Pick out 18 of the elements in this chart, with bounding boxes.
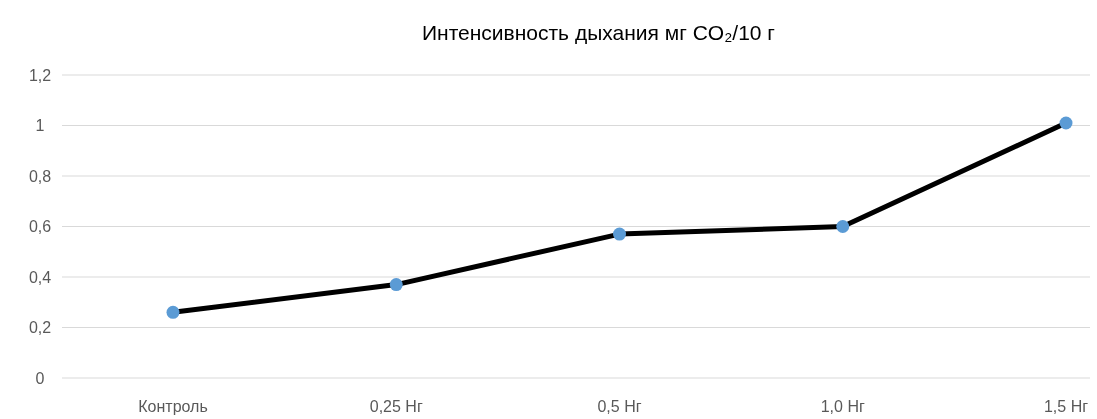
y-tick-label: 0,8: [28, 167, 52, 185]
point: [613, 227, 626, 241]
x-tick-label: 0,5 Нг: [597, 398, 642, 415]
x-tick-label: 1,5 Нг: [1043, 398, 1089, 415]
x-tick-label: 1,0 Нг: [820, 398, 865, 415]
point: [1059, 116, 1073, 130]
x-tick-label: Контроль: [138, 398, 208, 415]
y-tick-label: 0,2: [28, 319, 52, 337]
chart-title: Интенсивность дыхания мг CO₂/10 г: [421, 21, 776, 44]
y-tick-label: 0: [35, 369, 45, 387]
y-tick-label: 1,2: [28, 66, 52, 84]
x-tick-label: 0,25 Нг: [369, 398, 423, 415]
y-tick-label: 0,4: [28, 268, 52, 286]
point: [389, 278, 403, 292]
y-tick-label: 1: [35, 117, 45, 135]
y-tick-label: 0,6: [28, 218, 52, 236]
point: [166, 305, 180, 319]
point: [836, 220, 850, 233]
